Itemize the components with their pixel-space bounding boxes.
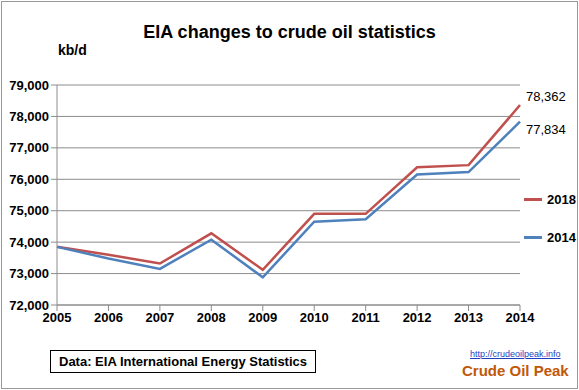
svg-text:77,000: 77,000 [9,140,49,155]
svg-text:2006: 2006 [94,310,123,325]
html-text:Data: EIA International Energy: Data: EIA International Energy Statistic… [59,354,307,369]
svg-text:2008: 2008 [197,310,226,325]
svg-text:72,000: 72,000 [9,298,49,313]
svg-text:2005: 2005 [42,310,72,326]
svg-text:2014: 2014 [506,310,536,325]
svg-text:2009: 2009 [248,310,277,325]
svg-text:2010: 2010 [300,310,329,325]
html-text:kb/d: kb/d [58,42,87,58]
html-text:2018: 2018 [547,191,576,207]
svg-text:2011: 2011 [352,310,380,325]
svg-text:78,362: 78,362 [526,89,566,104]
svg-text:77,834: 77,834 [526,122,566,137]
html-text:http://crudeoilpeak.info: http://crudeoilpeak.info [470,349,561,359]
svg-text:75,000: 75,000 [9,203,49,218]
svg-text:2012: 2012 [403,310,432,325]
svg-text:76,000: 76,000 [9,172,49,187]
html-text:EIA changes to crude oil stati: EIA changes to crude oil statistics [143,22,436,42]
html-text:2014: 2014 [547,229,576,245]
svg-text:78,000: 78,000 [9,109,49,124]
svg-text:73,000: 73,000 [9,266,49,281]
svg-text:74,000: 74,000 [9,235,49,250]
html-text:Crude Oil Peak: Crude Oil Peak [462,362,569,379]
svg-text:2013: 2013 [454,310,483,325]
svg-text:79,000: 79,000 [9,78,49,93]
svg-text:2007: 2007 [145,310,174,325]
